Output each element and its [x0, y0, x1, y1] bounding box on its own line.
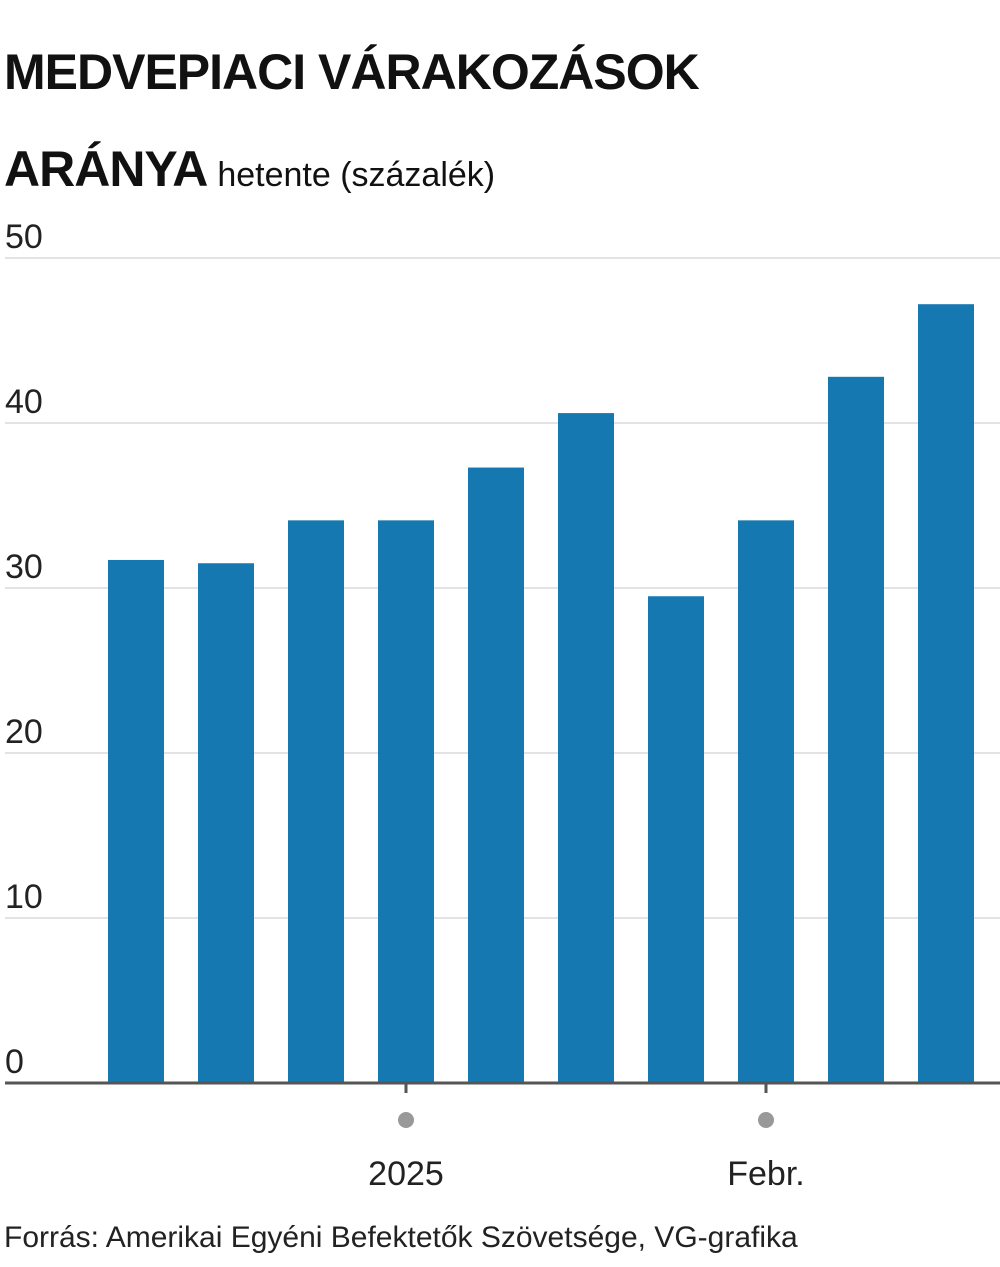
- x-tick-label: Febr.: [727, 1155, 804, 1193]
- source: Forrás: Amerikai Egyéni Befektetők Szöve…: [4, 1221, 798, 1254]
- bar: [288, 520, 344, 1083]
- y-tick-label: 0: [5, 1043, 24, 1081]
- bar: [738, 520, 794, 1083]
- bar: [648, 596, 704, 1083]
- bar: [378, 520, 434, 1083]
- y-tick-label: 20: [5, 713, 43, 751]
- x-tick-dot: [758, 1112, 774, 1128]
- x-tick-label: 2025: [368, 1155, 444, 1193]
- bar: [828, 376, 884, 1083]
- y-tick-label: 40: [5, 383, 43, 421]
- x-tick-dot: [398, 1112, 414, 1128]
- bar: [108, 559, 164, 1083]
- bar: [918, 304, 974, 1083]
- header: MEDVEPIACI VÁRAKOZÁSOK ARÁNYA hetente (sz…: [4, 30, 804, 224]
- bar: [558, 413, 614, 1084]
- y-tick-label: 50: [5, 218, 43, 256]
- y-tick-label: 30: [5, 548, 43, 586]
- y-tick-label: 10: [5, 878, 43, 916]
- bar: [198, 563, 254, 1083]
- chart-subtitle: hetente (százalék): [217, 156, 496, 194]
- chart-title: MEDVEPIACI VÁRAKOZÁSOK ARÁNYA: [4, 44, 700, 197]
- bar: [468, 467, 524, 1083]
